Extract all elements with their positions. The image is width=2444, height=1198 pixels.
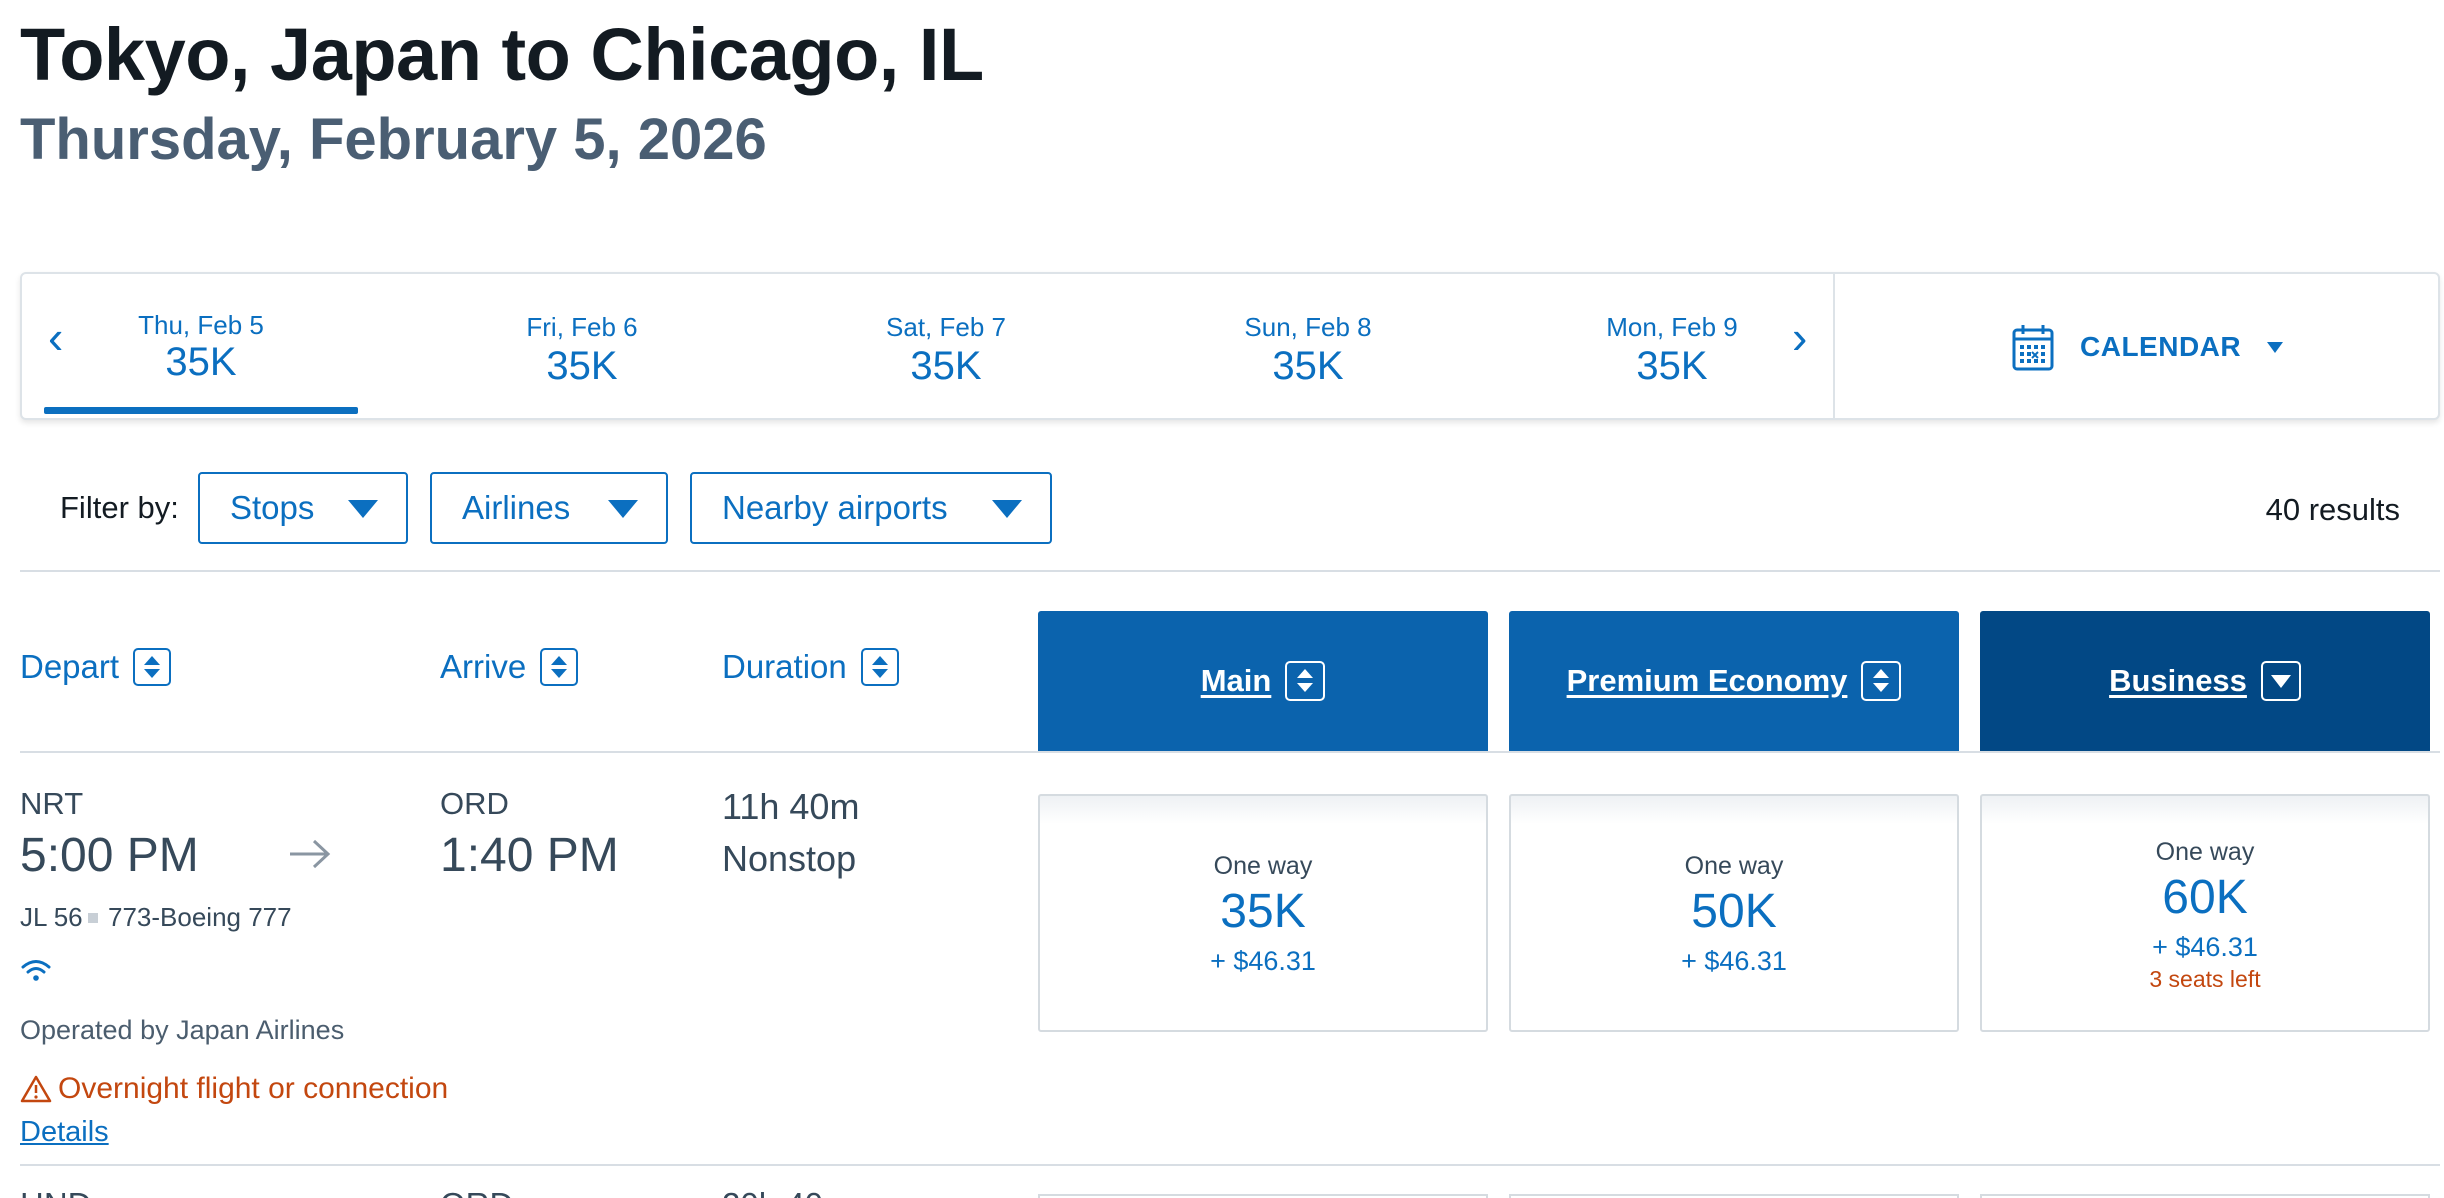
fare-miles: 50K: [1691, 885, 1777, 938]
fare-type: One way: [1213, 852, 1313, 880]
calendar-button[interactable]: CALENDAR: [2012, 322, 2284, 372]
date-tab-price: 35K: [910, 344, 982, 388]
page-title: Tokyo, Japan to Chicago, IL: [20, 13, 984, 96]
sort-descending-icon: [2260, 661, 2301, 701]
date-tab-fri-feb-6[interactable]: Fri, Feb 6 35K: [422, 274, 742, 420]
flight-duration: 20h 40m: [722, 1186, 850, 1198]
date-tab-label: Fri, Feb 6: [526, 312, 638, 342]
origin-airport: NRT: [20, 786, 84, 821]
airlines-filter-dropdown[interactable]: Airlines: [430, 472, 668, 544]
warning-icon: [20, 1075, 52, 1103]
sort-arrive-label: Arrive: [440, 648, 527, 685]
chevron-left-icon[interactable]: ‹: [48, 311, 64, 363]
caret-down-icon: [992, 500, 1022, 518]
sort-depart-label: Depart: [20, 648, 120, 685]
flight-duration: 11h 40m: [722, 786, 860, 827]
sort-duration-label: Duration: [722, 648, 847, 685]
date-tab-mon-feb-9[interactable]: Mon, Feb 9 35K: [1512, 274, 1832, 420]
chevron-right-icon[interactable]: ›: [1792, 311, 1808, 363]
date-tab-label: Thu, Feb 5: [138, 310, 264, 340]
warning-text: Overnight flight or connection: [58, 1072, 449, 1105]
fare-box-main[interactable]: One way 35K + $46.31: [1038, 794, 1488, 1032]
flight-number: JL 56: [20, 902, 83, 932]
cabin-header-premium-economy[interactable]: Premium Economy: [1509, 611, 1959, 751]
fare-tax: + $46.31: [2152, 932, 2258, 962]
sort-icon: [1285, 661, 1326, 701]
destination-airport: ORD: [440, 786, 509, 821]
separator-dot: [88, 913, 98, 923]
date-tab-price: 35K: [1636, 344, 1708, 388]
date-tab-sat-feb-7[interactable]: Sat, Feb 7 35K: [786, 274, 1106, 420]
origin-airport: HND: [20, 1186, 92, 1198]
aircraft-type: 773-Boeing 777: [108, 902, 292, 932]
date-strip: ‹ Thu, Feb 5 35K Fri, Feb 6 35K Sat, Feb…: [20, 272, 2440, 420]
cabin-label: Premium Economy: [1566, 663, 1848, 698]
fare-box-main[interactable]: [1038, 1194, 1488, 1198]
details-link[interactable]: Details: [20, 1116, 109, 1148]
operated-by: Operated by Japan Airlines: [20, 1015, 345, 1045]
caret-down-icon: [608, 500, 638, 518]
date-tab-price: 35K: [546, 344, 618, 388]
stops-filter-dropdown[interactable]: Stops: [198, 472, 408, 544]
fare-type: One way: [1684, 852, 1784, 880]
calendar-icon: [2012, 325, 2054, 371]
sort-icon: [860, 648, 899, 686]
sort-arrive-button[interactable]: Arrive: [440, 648, 579, 686]
overnight-warning: Overnight flight or connection: [20, 1072, 448, 1106]
cabin-label: Business: [2109, 663, 2247, 698]
date-tab-thu-feb-5[interactable]: Thu, Feb 5 35K: [44, 274, 358, 420]
seats-left: 3 seats left: [2149, 966, 2261, 992]
divider: [20, 570, 2440, 572]
divider: [20, 751, 2440, 753]
fare-type: One way: [2155, 838, 2255, 866]
caret-down-icon: [2267, 341, 2284, 353]
fare-box-business[interactable]: One way 60K + $46.31 3 seats left: [1980, 794, 2430, 1032]
calendar-label: CALENDAR: [2080, 331, 2242, 362]
date-tab-price: 35K: [165, 340, 237, 384]
destination-airport: ORD: [440, 1186, 513, 1198]
filter-button-label: Nearby airports: [722, 489, 948, 526]
date-tab-price: 35K: [1272, 344, 1344, 388]
fare-box-premium-economy[interactable]: [1509, 1194, 1959, 1198]
filter-button-label: Airlines: [462, 489, 571, 526]
cabin-label: Main: [1200, 663, 1272, 698]
date-tab-label: Mon, Feb 9: [1606, 312, 1738, 342]
selected-date-indicator: [44, 407, 358, 414]
sort-icon: [133, 648, 172, 686]
nearby-airports-filter-dropdown[interactable]: Nearby airports: [690, 472, 1052, 544]
cabin-header-business[interactable]: Business: [1980, 611, 2430, 751]
sort-icon: [1861, 661, 1902, 701]
sort-duration-button[interactable]: Duration: [722, 648, 899, 686]
date-tab-sun-feb-8[interactable]: Sun, Feb 8 35K: [1148, 274, 1468, 420]
cabin-header-main[interactable]: Main: [1038, 611, 1488, 751]
date-tab-label: Sat, Feb 7: [886, 312, 1006, 342]
fare-tax: + $46.31: [1210, 946, 1316, 976]
sort-depart-button[interactable]: Depart: [20, 648, 172, 686]
depart-time: 5:00 PM: [20, 829, 199, 882]
fare-box-premium-economy[interactable]: One way 50K + $46.31: [1509, 794, 1959, 1032]
fare-miles: 60K: [2162, 871, 2248, 924]
flight-stops: Nonstop: [722, 838, 857, 879]
page-subtitle: Thursday, February 5, 2026: [20, 107, 767, 172]
arrive-time: 1:40 PM: [440, 829, 619, 882]
caret-down-icon: [348, 500, 378, 518]
fare-box-business[interactable]: [1980, 1194, 2430, 1198]
fare-miles: 35K: [1220, 885, 1306, 938]
results-count: 40 results: [2265, 492, 2400, 527]
wifi-icon: [21, 960, 51, 981]
sort-icon: [540, 648, 579, 686]
filter-label: Filter by:: [60, 490, 179, 525]
date-tab-label: Sun, Feb 8: [1244, 312, 1372, 342]
strip-divider: [1833, 274, 1835, 420]
arrow-right-icon: [290, 839, 331, 869]
divider: [20, 1164, 2440, 1166]
filter-button-label: Stops: [230, 489, 315, 526]
fare-tax: + $46.31: [1681, 946, 1787, 976]
